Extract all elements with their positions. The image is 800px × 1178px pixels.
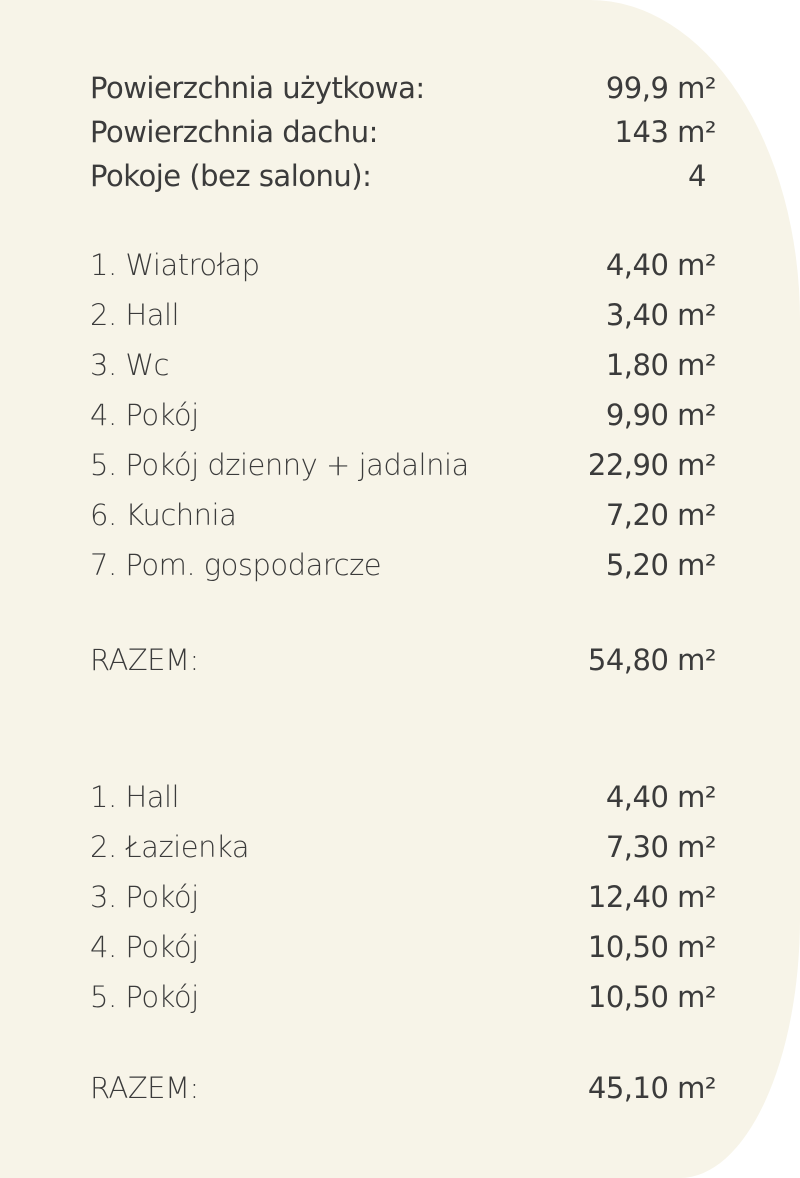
room-area: 9,90 m²: [605, 398, 717, 432]
room-label: 4. Pokój: [90, 930, 199, 964]
room-area: 1,80 m²: [605, 348, 717, 382]
room-area: 3,40 m²: [605, 298, 717, 332]
room-label: RAZEM:: [90, 1071, 199, 1105]
room-row: 1. Hall 4,40 m²: [90, 777, 717, 817]
room-label: 4. Pokój: [90, 398, 199, 432]
summary-row-usable-area: Powierzchnia użytkowa: 99,9 m²: [90, 68, 717, 108]
summary-value: 99,9 m²: [605, 71, 717, 105]
room-label: 5. Pokój: [90, 980, 199, 1014]
summary-label: Powierzchnia użytkowa:: [90, 71, 425, 105]
room-row: 4. Pokój 9,90 m²: [90, 395, 717, 435]
room-row: 1. Wiatrołap 4,40 m²: [90, 245, 717, 285]
room-row: 3. Pokój 12,40 m²: [90, 877, 717, 917]
room-label: RAZEM:: [90, 643, 199, 677]
room-row: 3. Wc 1,80 m²: [90, 345, 717, 385]
room-label: 1. Wiatrołap: [90, 248, 260, 282]
room-area: 5,20 m²: [605, 548, 717, 582]
room-row: 5. Pokój dzienny + jadalnia 22,90 m²: [90, 445, 717, 485]
room-label: 6. Kuchnia: [90, 498, 237, 532]
summary-label: Powierzchnia dachu:: [90, 115, 378, 149]
room-area: 10,50 m²: [587, 980, 717, 1014]
room-area: 4,40 m²: [605, 780, 717, 814]
room-row: 6. Kuchnia 7,20 m²: [90, 495, 717, 535]
room-area: 45,10 m²: [587, 1071, 717, 1105]
room-area: 54,80 m²: [587, 643, 717, 677]
room-area: 12,40 m²: [587, 880, 717, 914]
room-area: 22,90 m²: [587, 448, 717, 482]
room-label: 5. Pokój dzienny + jadalnia: [90, 448, 469, 482]
room-area: 7,20 m²: [605, 498, 717, 532]
summary-label: Pokoje (bez salonu):: [90, 159, 372, 193]
summary-value: 4: [688, 159, 706, 193]
room-row: 2. Łazienka 7,30 m²: [90, 827, 717, 867]
summary-row-roof-area: Powierzchnia dachu: 143 m²: [90, 112, 717, 152]
room-row: 4. Pokój 10,50 m²: [90, 927, 717, 967]
room-row: 7. Pom. gospodarcze 5,20 m²: [90, 545, 717, 585]
room-label: 3. Pokój: [90, 880, 199, 914]
total-row: RAZEM: 54,80 m²: [90, 640, 717, 680]
room-area: 7,30 m²: [605, 830, 717, 864]
room-label: 7. Pom. gospodarcze: [90, 548, 382, 582]
room-area: 4,40 m²: [605, 248, 717, 282]
total-row: RAZEM: 45,10 m²: [90, 1068, 717, 1108]
room-label: 3. Wc: [90, 348, 170, 382]
room-row: 2. Hall 3,40 m²: [90, 295, 717, 335]
room-label: 1. Hall: [90, 780, 180, 814]
summary-row-rooms: Pokoje (bez salonu): 4: [90, 156, 716, 196]
room-label: 2. Hall: [90, 298, 180, 332]
room-area: 10,50 m²: [587, 930, 717, 964]
room-row: 5. Pokój 10,50 m²: [90, 977, 717, 1017]
summary-value: 143 m²: [614, 115, 717, 149]
room-label: 2. Łazienka: [90, 830, 250, 864]
